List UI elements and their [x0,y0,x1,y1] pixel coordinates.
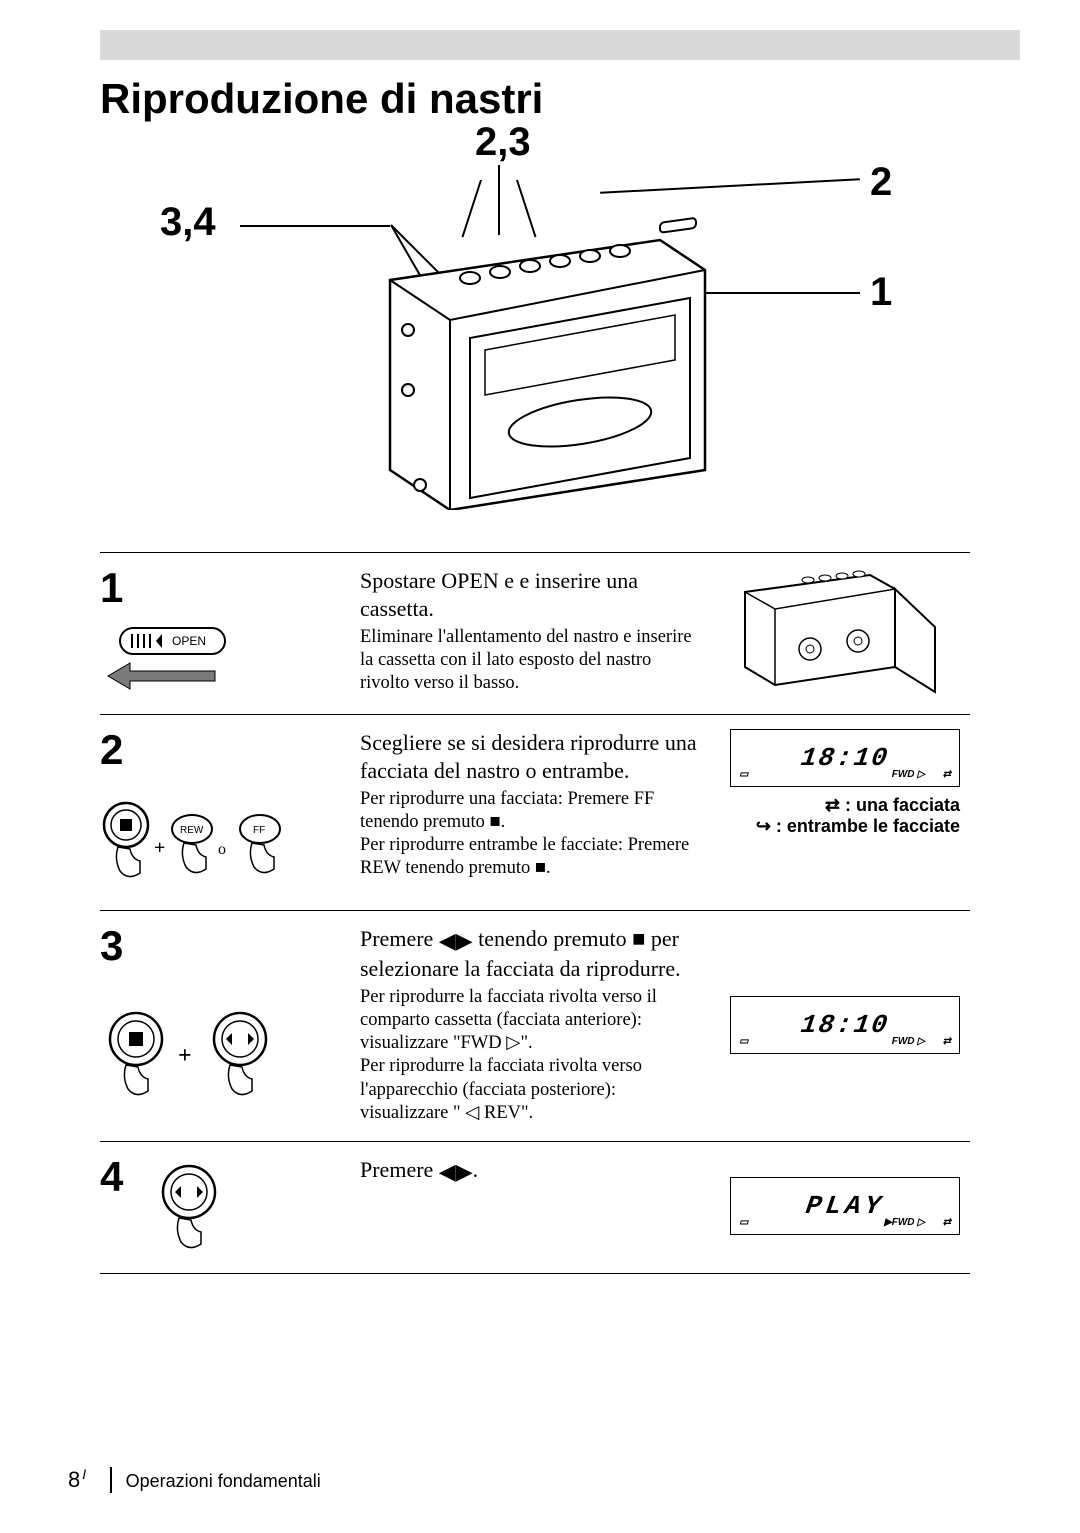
footer-divider [110,1467,112,1493]
step-sub-text: Eliminare l'allentamento del nastro e in… [360,626,700,695]
mode-icon: ⇄ [943,1217,951,1228]
both-sides-icon: ↪ [756,816,771,836]
lcd-display: PLAY ▭ ▶FWD ▷ ⇄ [730,1177,960,1235]
cassette-open-illustration [730,567,960,698]
tape-icon: ▭ [739,1036,748,1047]
mode-icon: ⇄ [943,769,951,780]
step-main-text: Scegliere se si desidera riprodurre una … [360,729,700,784]
open-label: OPEN [172,634,206,648]
device-diagram: 2,3 3,4 2 1 [100,120,970,540]
lcd-time: 18:10 [799,743,891,773]
page-title: Riproduzione di nastri [100,75,543,123]
lcd-play-text: PLAY [804,1191,887,1221]
play-button-illustration [153,1162,233,1257]
callout-right-upper: 2 [870,160,892,205]
step-sub-text: Per riprodurre entrambe le facciate: Pre… [360,834,700,880]
header-bar [100,30,1020,60]
step-sub-text: Per riprodurre la facciata rivolta verso… [360,1055,700,1124]
play-direction-icon: ◀▶ [439,927,473,955]
callout-right-lower: 1 [870,270,892,315]
step-row: 3 + Premere ◀▶ tenendo premuto ■ p [100,911,970,1142]
step-main-text: Premere ◀▶ tenendo premuto ■ per selezio… [360,925,700,982]
step-sub-text: Per riprodurre una facciata: Premere FF … [360,788,700,834]
step-main-text: Spostare OPEN e e inserire una cassetta. [360,567,700,622]
svg-text:+: + [154,837,165,859]
svg-text:REW: REW [180,825,204,836]
lcd-display: 18:10 ▭ FWD ▷ ⇄ [730,729,960,787]
page-number: 8 [68,1467,80,1493]
step-sub-text: Per riprodurre la facciata rivolta verso… [360,986,700,1055]
page-number-sup: I [82,1466,86,1482]
cassette-player-illustration [360,210,730,510]
callout-top: 2,3 [475,120,531,165]
tape-icon: ▭ [739,1217,748,1228]
step-main-text: Premere ◀▶. [360,1156,700,1186]
tape-icon: ▭ [739,769,748,780]
step-row: 1 OPEN Spostare OPEN e e inserire una ca… [100,553,970,715]
mode-icon: ⇄ [943,1036,951,1047]
svg-text:o: o [218,841,226,858]
step-number: 3 [100,925,330,967]
page-footer: 8 I Operazioni fondamentali [68,1467,321,1493]
open-switch-illustration: OPEN [100,623,330,698]
stop-rew-ff-illustration: + REW o FF [100,799,330,894]
callout-left: 3,4 [160,200,216,245]
one-side-icon: ⇄ [825,795,840,815]
footer-caption: Operazioni fondamentali [126,1471,321,1492]
lcd-fwd: FWD ▷ [892,1036,925,1047]
step-number: 4 [100,1156,123,1198]
mode-legend: ⇄ : una facciata ↪ : entrambe le facciat… [730,795,960,837]
play-direction-icon: ◀▶ [439,1158,473,1186]
stop-play-illustration: + [100,1003,330,1103]
svg-text:FF: FF [253,825,265,836]
steps-table: 1 OPEN Spostare OPEN e e inserire una ca… [100,552,970,1274]
lcd-fwd: ▶FWD ▷ [884,1217,925,1228]
lcd-display: 18:10 ▭ FWD ▷ ⇄ [730,996,960,1054]
step-number: 1 [100,567,330,609]
lcd-time: 18:10 [799,1010,891,1040]
lcd-fwd: FWD ▷ [892,769,925,780]
step-number: 2 [100,729,330,771]
svg-text:+: + [178,1043,192,1069]
step-row: 2 + REW o FF [100,715,970,911]
step-row: 4 Premere ◀▶. PLAY ▭ [100,1142,970,1274]
